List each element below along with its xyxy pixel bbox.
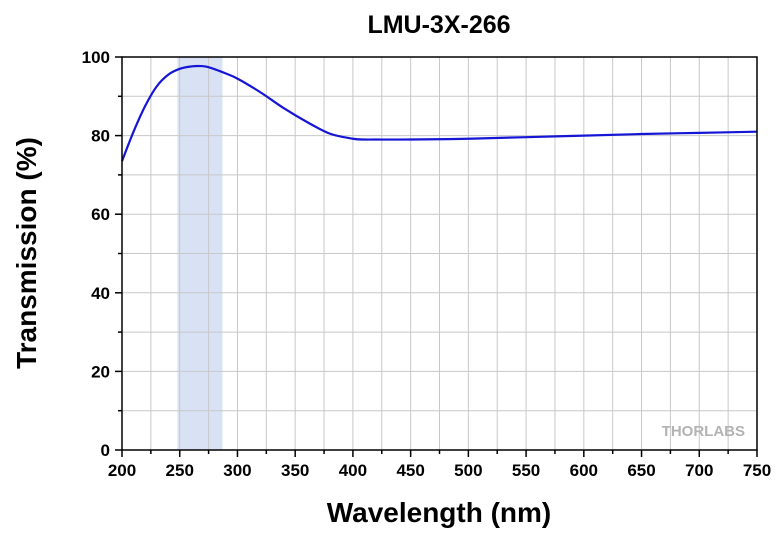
x-tick-label: 350 <box>281 461 309 480</box>
transmission-series-line <box>120 64 758 162</box>
x-tick-label: 650 <box>627 461 655 480</box>
y-tick-label: 80 <box>91 127 110 146</box>
tick-layer <box>115 56 758 457</box>
y-tick-label: 20 <box>91 362 110 381</box>
x-tick-label: 400 <box>339 461 367 480</box>
x-tick-label: 700 <box>685 461 713 480</box>
y-tick-label: 40 <box>91 284 110 303</box>
x-tick-label: 600 <box>570 461 598 480</box>
y-tick-label: 100 <box>82 48 110 67</box>
grid-layer <box>122 57 757 450</box>
y-tick-label: 0 <box>101 441 110 460</box>
x-tick-label: 300 <box>223 461 251 480</box>
x-tick-label: 550 <box>512 461 540 480</box>
x-tick-label: 250 <box>166 461 194 480</box>
x-tick-label: 500 <box>454 461 482 480</box>
x-tick-label: 200 <box>108 461 136 480</box>
y-tick-label: 60 <box>91 205 110 224</box>
x-axis-label: Wavelength (nm) <box>327 497 552 528</box>
chart-title: LMU-3X-266 <box>367 11 510 39</box>
x-tick-label: 750 <box>743 461 771 480</box>
thorlabs-watermark: THORLABS <box>662 423 745 440</box>
y-axis-label: Transmission (%) <box>11 137 42 369</box>
series-layer <box>120 64 758 162</box>
tick-label-layer: 200 250 300 350 400 450 500 550 600 650 700 750 0 20 4… <box>82 48 772 480</box>
x-tick-label: 450 <box>396 461 424 480</box>
